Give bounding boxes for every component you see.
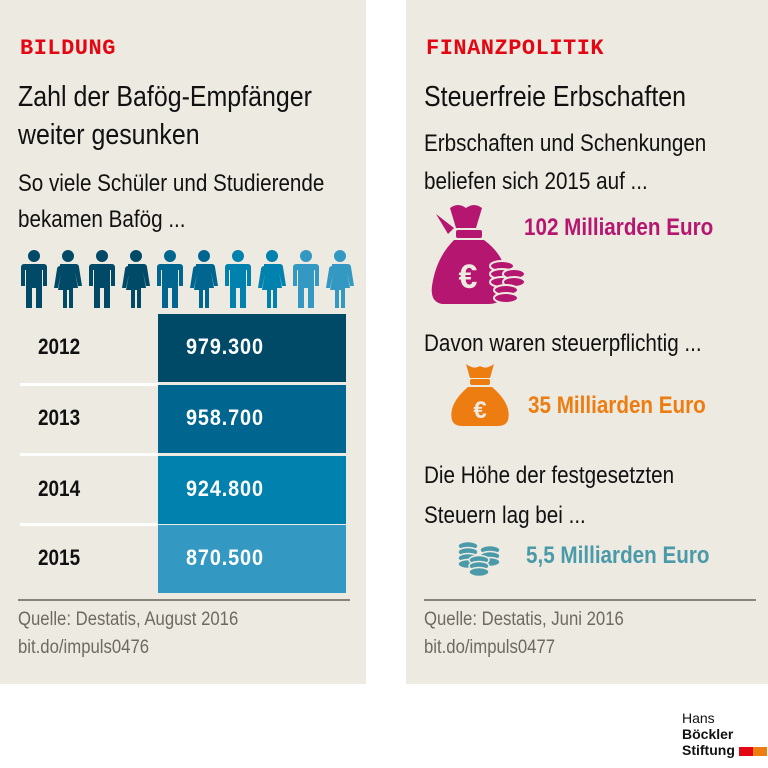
woman-icon bbox=[326, 250, 354, 308]
money-bag-coins-icon: € bbox=[431, 205, 526, 304]
row-value: 870.500 bbox=[186, 545, 264, 570]
logo-bars-icon bbox=[738, 746, 767, 756]
table-row: 2014 924.800 bbox=[20, 456, 346, 524]
row-value: 979.300 bbox=[186, 334, 264, 359]
row-divider bbox=[20, 453, 158, 456]
title-line-2: weiter gesunken bbox=[18, 119, 200, 151]
svg-text:€: € bbox=[473, 397, 486, 424]
row-value: 958.700 bbox=[186, 405, 264, 430]
subtitle-line-1: So viele Schüler und Studierende bbox=[18, 170, 325, 197]
row-bar: 924.800 bbox=[158, 456, 346, 524]
source-link[interactable]: bit.do/impuls0477 bbox=[424, 637, 556, 658]
intro-line-2: beliefen sich 2015 auf ... bbox=[424, 168, 648, 195]
money-bag-icon: € bbox=[451, 364, 509, 426]
amount-taxable: 35 Milliarden Euro bbox=[528, 392, 706, 419]
row-year: 2013 bbox=[38, 405, 81, 430]
woman-icon bbox=[190, 250, 218, 308]
man-icon bbox=[89, 250, 115, 308]
man-icon bbox=[157, 250, 183, 308]
row-year: 2012 bbox=[38, 334, 81, 359]
source-rule bbox=[18, 599, 350, 601]
bildung-panel: BILDUNG Zahl der Bafög-Empfänger weiter … bbox=[0, 0, 366, 684]
title-line-1: Zahl der Bafög-Empfänger bbox=[18, 81, 312, 113]
amount-tax: 5,5 Milliarden Euro bbox=[526, 542, 710, 569]
table-row: 2012 979.300 bbox=[20, 314, 346, 382]
row-value: 924.800 bbox=[186, 476, 264, 501]
svg-text:€: € bbox=[459, 258, 478, 296]
hans-boeckler-logo: Hans Böckler Stiftung bbox=[682, 710, 768, 758]
row-year: 2014 bbox=[38, 476, 81, 501]
source-link[interactable]: bit.do/impuls0476 bbox=[18, 637, 150, 658]
woman-icon bbox=[122, 250, 150, 308]
amount-inheritances: 102 Milliarden Euro bbox=[524, 214, 714, 241]
taxable-text: Davon waren steuerpflichtig ... bbox=[424, 330, 702, 357]
row-bar: 979.300 bbox=[158, 314, 346, 382]
tax-text-line-1: Die Höhe der festgesetzten bbox=[424, 462, 675, 489]
logo-bold-2: Stiftung bbox=[682, 742, 735, 758]
coins-icon bbox=[457, 540, 501, 576]
row-divider bbox=[20, 383, 158, 386]
intro-line-1: Erbschaften und Schenkungen bbox=[424, 130, 707, 157]
tax-text-line-2: Steuern lag bei ... bbox=[424, 502, 586, 529]
woman-icon bbox=[258, 250, 286, 308]
row-bar: 958.700 bbox=[158, 385, 346, 453]
kicker-finanzpolitik: FINANZPOLITIK bbox=[426, 36, 605, 61]
source-text: Quelle: Destatis, August 2016 bbox=[18, 609, 239, 630]
title: Steuerfreie Erbschaften bbox=[424, 81, 687, 113]
table-row: 2015 870.500 bbox=[20, 525, 346, 593]
subtitle-line-2: bekamen Bafög ... bbox=[18, 206, 186, 233]
kicker-bildung: BILDUNG bbox=[20, 36, 116, 61]
logo-bold: Böckler bbox=[682, 726, 734, 742]
man-icon bbox=[293, 250, 319, 308]
row-year: 2015 bbox=[38, 545, 81, 570]
row-divider bbox=[20, 523, 158, 526]
table-row: 2013 958.700 bbox=[20, 385, 346, 453]
row-bar: 870.500 bbox=[158, 525, 346, 593]
logo-light: Hans bbox=[682, 710, 715, 726]
finanzpolitik-panel: FINANZPOLITIK Steuerfreie Erbschaften Er… bbox=[406, 0, 768, 684]
people-icons bbox=[20, 250, 354, 308]
source-text: Quelle: Destatis, Juni 2016 bbox=[424, 609, 624, 630]
man-icon bbox=[21, 250, 47, 308]
man-icon bbox=[225, 250, 251, 308]
source-rule bbox=[424, 599, 756, 601]
woman-icon bbox=[54, 250, 82, 308]
